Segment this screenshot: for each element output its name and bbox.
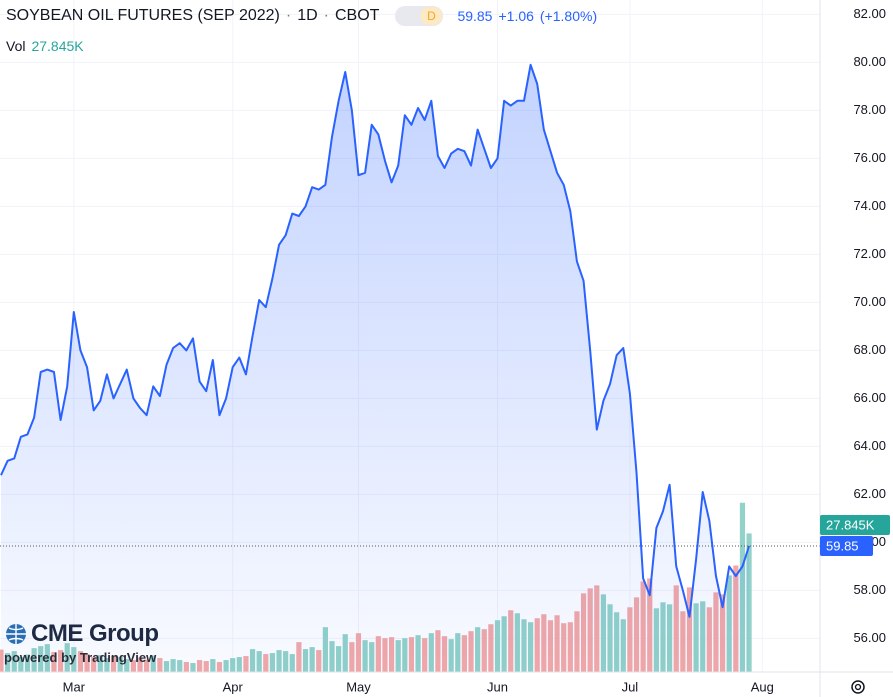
y-tick-label: 80.00 (853, 54, 886, 69)
y-tick-label: 70.00 (853, 294, 886, 309)
volume-tag-label: 27.845K (826, 517, 875, 532)
y-tick-label: 72.00 (853, 246, 886, 261)
mode-toggle[interactable]: D (395, 6, 444, 26)
volume-legend: Vol 27.845K (6, 38, 84, 54)
separator: · (285, 7, 292, 24)
y-tick-label: 66.00 (853, 390, 886, 405)
change-percent: (+1.80%) (539, 8, 598, 24)
volume-bar (746, 533, 752, 672)
quote: 59.85 +1.06 (+1.80%) (457, 8, 603, 24)
x-tick-label: May (346, 679, 371, 694)
brand-name[interactable]: CME Group (31, 620, 159, 647)
volume-tag (820, 515, 890, 535)
y-tick-label: 68.00 (853, 342, 886, 357)
brand[interactable]: CME Group (4, 620, 159, 648)
y-tick-label: 58.00 (853, 582, 886, 597)
y-tick-label: 64.00 (853, 438, 886, 453)
brand-logo (6, 624, 26, 644)
settings-icon[interactable] (851, 680, 865, 694)
gear[interactable] (851, 680, 865, 694)
last-price-tag-label: 59.85 (826, 538, 859, 553)
y-tick-label: 76.00 (853, 150, 886, 165)
y-tick-label: 82.00 (853, 6, 886, 21)
title: SOYBEAN OIL FUTURES (SEP 2022) (6, 7, 280, 24)
interval[interactable]: 1D (297, 7, 318, 24)
header: SOYBEAN OIL FUTURES (SEP 2022) · 1D · CB… (6, 6, 603, 26)
x-tick-label: Jul (622, 679, 639, 694)
gear-center[interactable] (854, 683, 862, 691)
last-price: 59.85 (457, 8, 493, 24)
y-tick-label: 78.00 (853, 102, 886, 117)
separator: · (323, 7, 329, 24)
price-line (0, 63, 751, 618)
mode-badge[interactable]: D (420, 7, 443, 25)
volume-label: Vol (6, 38, 26, 54)
y-tick-label: 62.00 (853, 486, 886, 501)
y-tick-label: 74.00 (853, 198, 886, 213)
x-tick-label: Aug (751, 679, 774, 694)
x-tick-label: Jun (487, 679, 508, 694)
change: +1.06 (498, 8, 534, 24)
last-price-tag (820, 536, 873, 556)
x-tick-label: Apr (223, 679, 244, 694)
exchange: CBOT (334, 7, 380, 24)
price-area (1, 64, 750, 673)
powered-by[interactable]: powered by TradingView (4, 650, 157, 665)
watermark[interactable]: CME Group powered by TradingView (4, 620, 159, 665)
y-tick-label: 56.00 (853, 630, 886, 645)
volume-value: 27.845K (31, 38, 84, 54)
x-tick-label: Mar (63, 679, 86, 694)
